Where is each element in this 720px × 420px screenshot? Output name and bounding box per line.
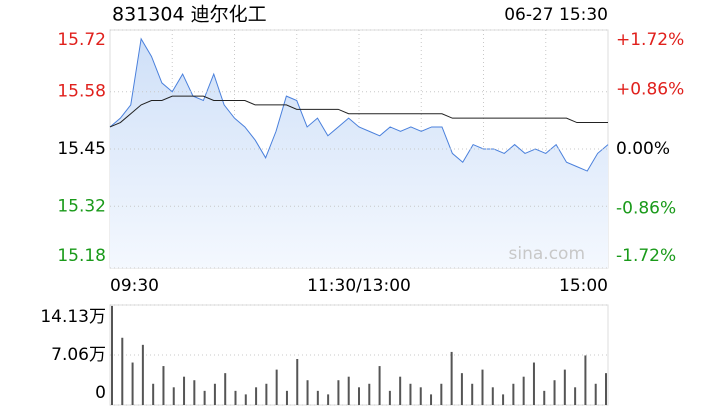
volume-bar <box>553 380 556 405</box>
volume-bar <box>409 383 412 405</box>
y-tick-label: 15.72 <box>57 30 106 50</box>
volume-bar <box>306 380 309 405</box>
volume-bar <box>594 383 597 405</box>
volume-bar <box>440 383 443 405</box>
volume-bar <box>522 376 525 405</box>
volume-bar <box>502 394 505 405</box>
volume-bar <box>584 355 587 405</box>
volume-bar <box>224 373 227 405</box>
x-tick-label: 11:30/13:00 <box>307 276 411 296</box>
volume-bar <box>358 387 360 405</box>
average-line <box>109 95 608 128</box>
y2-tick-label: +1.72% <box>616 30 684 50</box>
volume-bar <box>141 344 144 405</box>
volume-bar <box>491 387 494 405</box>
volume-bar <box>574 387 577 405</box>
volume-bar <box>111 305 113 405</box>
volume-bar <box>203 390 206 405</box>
y2-tick-label: -0.86% <box>616 199 676 219</box>
volume-bar <box>543 390 546 405</box>
volume-bar <box>183 376 186 405</box>
volume-bar <box>419 387 422 405</box>
timestamp: 06-27 15:30 <box>504 5 608 25</box>
volume-bar <box>605 373 607 405</box>
volume-bar <box>285 390 288 405</box>
volume-bar <box>512 383 515 405</box>
volume-bar <box>337 380 340 405</box>
chart-title: 831304 迪尔化工 <box>112 4 267 26</box>
volume-bar <box>131 362 134 405</box>
volume-bar <box>275 369 278 405</box>
y-tick-label: 0 <box>95 383 106 403</box>
y-tick-label: 7.06万 <box>51 345 106 365</box>
y2-tick-label: +0.86% <box>616 80 684 100</box>
volume-bar <box>378 366 381 405</box>
volume-bar <box>471 383 474 405</box>
volume-bar <box>244 394 247 405</box>
volume-bar <box>162 366 165 405</box>
volume-bar <box>296 358 299 405</box>
volume-bar <box>460 373 463 405</box>
volume-bar <box>347 376 350 405</box>
volume-bar <box>234 390 237 405</box>
y-tick-label: 14.13万 <box>40 307 106 327</box>
volume-bar <box>368 383 371 405</box>
volume-bar <box>563 369 566 405</box>
x-tick-label: 09:30 <box>110 276 159 296</box>
volume-bar <box>172 387 175 405</box>
volume-bar <box>481 369 484 405</box>
volume-bar <box>399 376 402 405</box>
y2-tick-label: -1.72% <box>616 246 676 266</box>
y-tick-label: 15.32 <box>57 196 106 216</box>
y-tick-label: 15.18 <box>57 246 106 266</box>
x-tick-label: 15:00 <box>559 276 608 296</box>
volume-bar <box>532 362 535 405</box>
volume-bar <box>265 383 268 405</box>
price-area <box>110 38 608 268</box>
volume-bar <box>193 380 196 405</box>
volume-bar <box>152 383 155 405</box>
watermark: sina.com <box>509 244 585 264</box>
volume-bar <box>327 394 330 405</box>
y2-tick-label: 0.00% <box>616 139 670 159</box>
volume-bar <box>430 394 433 405</box>
volume-bar <box>213 383 216 405</box>
volume-bar <box>316 390 319 405</box>
volume-bar <box>450 351 453 405</box>
y-tick-label: 15.58 <box>57 82 106 102</box>
volume-bar <box>121 337 124 405</box>
volume-bar <box>255 387 258 405</box>
volume-bar <box>388 390 391 405</box>
y-tick-label: 15.45 <box>57 139 106 159</box>
